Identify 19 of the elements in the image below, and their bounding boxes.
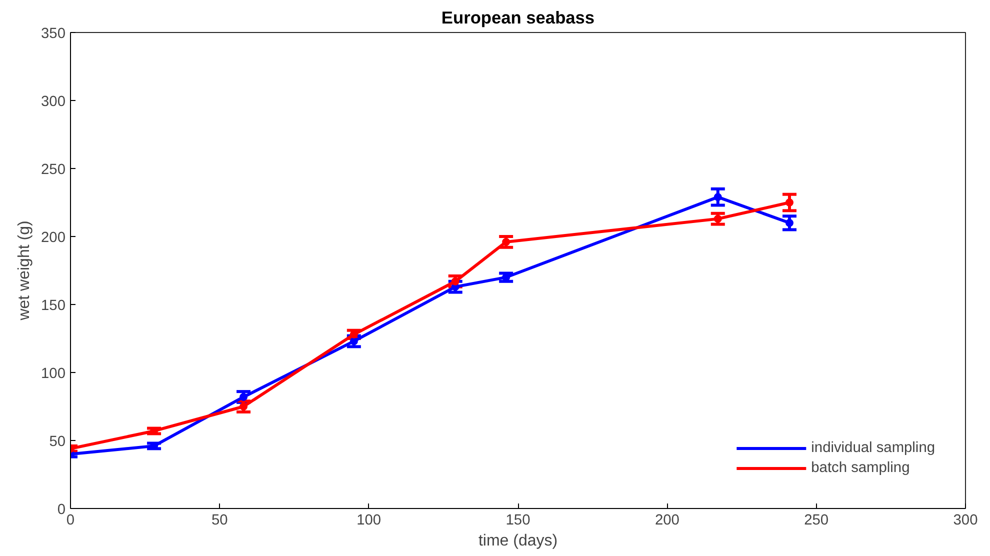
x-tick-label: 100 xyxy=(356,512,382,528)
y-tick-label: 250 xyxy=(41,162,66,178)
x-tick-label: 300 xyxy=(953,512,978,528)
y-tick-label: 150 xyxy=(41,298,66,314)
x-tick-label: 250 xyxy=(804,512,829,528)
y-tick-label: 0 xyxy=(57,502,66,518)
x-tick-label: 150 xyxy=(506,512,530,528)
y-tick-label: 350 xyxy=(41,26,66,42)
y-tick-label: 50 xyxy=(49,434,66,450)
x-tick-label: 200 xyxy=(654,512,680,528)
y-tick-label: 200 xyxy=(41,230,66,246)
x-axis-title: time (days) xyxy=(478,532,558,550)
chart-title: European seabass xyxy=(441,8,595,28)
y-tick-label: 100 xyxy=(41,366,66,382)
legend-label: batch sampling xyxy=(811,460,910,476)
x-tick-label: 50 xyxy=(212,512,228,528)
y-tick-label: 300 xyxy=(41,94,66,110)
y-axis-title: wet weight (g) xyxy=(16,220,34,322)
legend-label: individual sampling xyxy=(811,440,935,456)
